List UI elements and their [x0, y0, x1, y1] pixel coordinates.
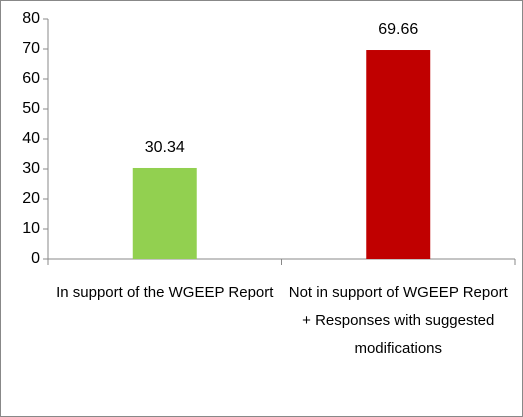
- y-tick-label: 0: [31, 250, 40, 267]
- x-tick-label: In support of the WGEEP Report: [56, 284, 274, 301]
- y-tick-label: 60: [22, 70, 40, 87]
- y-tick-label: 50: [22, 100, 40, 117]
- x-tick-label: Not in support of WGEEP Report + Respons…: [288, 284, 508, 357]
- y-tick-label: 30: [22, 160, 40, 177]
- bar: [366, 50, 431, 259]
- y-tick-label: 10: [22, 220, 40, 237]
- bar: [132, 167, 197, 259]
- data-label: 30.34: [145, 139, 185, 156]
- data-label: 69.66: [378, 21, 418, 38]
- y-tick-label: 80: [22, 10, 40, 27]
- y-tick-label: 20: [22, 190, 40, 207]
- y-tick-label: 40: [22, 130, 40, 147]
- y-tick-label: 70: [22, 40, 40, 57]
